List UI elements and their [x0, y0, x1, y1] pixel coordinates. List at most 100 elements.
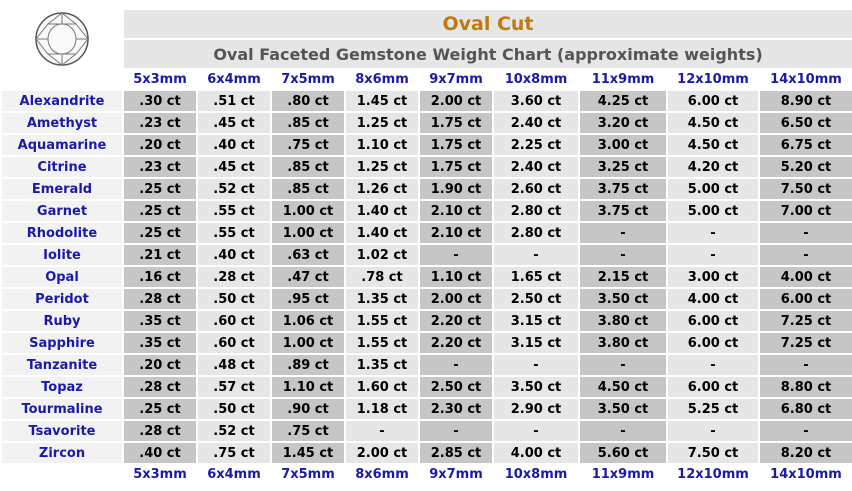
column-footer: 11x9mm	[591, 467, 655, 482]
weight-cell: 1.00 ct	[272, 333, 344, 353]
weight-cell: 2.10 ct	[420, 223, 492, 243]
weight-cell: -	[420, 421, 492, 441]
weight-cell: 4.50 ct	[668, 135, 758, 155]
column-footer: 12x10mm	[677, 467, 749, 482]
weight-cell: 2.25 ct	[494, 135, 578, 155]
weight-cell: -	[668, 355, 758, 375]
weight-cell: 6.75 ct	[760, 135, 852, 155]
weight-cell: -	[346, 421, 418, 441]
weight-cell: .51 ct	[198, 91, 270, 111]
weight-cell: .45 ct	[198, 113, 270, 133]
column-footer: 5x3mm	[133, 467, 187, 482]
column-header: 6x4mm	[207, 72, 261, 87]
weight-cell: -	[580, 223, 666, 243]
weight-cell: 6.00 ct	[668, 333, 758, 353]
gem-name: Tsavorite	[2, 421, 122, 441]
weight-cell: 5.00 ct	[668, 201, 758, 221]
weight-cell: 4.00 ct	[760, 267, 852, 287]
column-header: 8x6mm	[355, 72, 409, 87]
weight-cell: 1.65 ct	[494, 267, 578, 287]
subtitle: Oval Faceted Gemstone Weight Chart (appr…	[124, 40, 852, 68]
weight-cell: 2.85 ct	[420, 443, 492, 463]
weight-cell: -	[580, 355, 666, 375]
weight-cell: .50 ct	[198, 289, 270, 309]
weight-cell: 7.25 ct	[760, 333, 852, 353]
weight-cell: .90 ct	[272, 399, 344, 419]
weight-cell: 3.75 ct	[580, 179, 666, 199]
weight-cell: .35 ct	[124, 311, 196, 331]
column-footer: 9x7mm	[429, 467, 483, 482]
weight-cell: .85 ct	[272, 113, 344, 133]
weight-cell: -	[760, 223, 852, 243]
weight-cell: 1.35 ct	[346, 355, 418, 375]
weight-cell: 1.10 ct	[346, 135, 418, 155]
weight-cell: .40 ct	[198, 135, 270, 155]
weight-cell: .28 ct	[124, 377, 196, 397]
weight-cell: .80 ct	[272, 91, 344, 111]
gem-name: Garnet	[2, 201, 122, 221]
weight-cell: 3.50 ct	[580, 399, 666, 419]
weight-cell: 2.90 ct	[494, 399, 578, 419]
weight-cell: 3.20 ct	[580, 113, 666, 133]
weight-cell: 6.00 ct	[760, 289, 852, 309]
weight-cell: .57 ct	[198, 377, 270, 397]
weight-cell: .63 ct	[272, 245, 344, 265]
weight-cell: -	[580, 421, 666, 441]
weight-cell: .25 ct	[124, 399, 196, 419]
weight-cell: 2.10 ct	[420, 201, 492, 221]
weight-cell: 5.60 ct	[580, 443, 666, 463]
column-footer: 14x10mm	[770, 467, 842, 482]
weight-cell: 4.20 ct	[668, 157, 758, 177]
weight-cell: 1.90 ct	[420, 179, 492, 199]
weight-cell: .28 ct	[198, 267, 270, 287]
weight-cell: 5.20 ct	[760, 157, 852, 177]
gem-name: Tourmaline	[2, 399, 122, 419]
weight-cell: 7.00 ct	[760, 201, 852, 221]
weight-cell: 1.45 ct	[272, 443, 344, 463]
column-header: 10x8mm	[504, 72, 568, 87]
weight-cell: 1.25 ct	[346, 157, 418, 177]
column-footer: 6x4mm	[207, 467, 261, 482]
weight-cell: .85 ct	[272, 157, 344, 177]
weight-cell: .85 ct	[272, 179, 344, 199]
weight-cell: 6.00 ct	[668, 377, 758, 397]
weight-cell: 1.75 ct	[420, 135, 492, 155]
weight-cell: .48 ct	[198, 355, 270, 375]
weight-cell: 1.10 ct	[420, 267, 492, 287]
weight-cell: 3.60 ct	[494, 91, 578, 111]
weight-cell: 2.00 ct	[346, 443, 418, 463]
weight-cell: 1.25 ct	[346, 113, 418, 133]
weight-cell: -	[494, 355, 578, 375]
weight-cell: .47 ct	[272, 267, 344, 287]
weight-cell: 1.55 ct	[346, 311, 418, 331]
weight-cell: 1.60 ct	[346, 377, 418, 397]
column-header: 14x10mm	[770, 72, 842, 87]
weight-cell: 1.75 ct	[420, 113, 492, 133]
weight-cell: .25 ct	[124, 201, 196, 221]
weight-cell: -	[580, 245, 666, 265]
weight-cell: 2.20 ct	[420, 333, 492, 353]
column-footer: 8x6mm	[355, 467, 409, 482]
weight-cell: .25 ct	[124, 179, 196, 199]
weight-cell: .75 ct	[198, 443, 270, 463]
gem-name: Ruby	[2, 311, 122, 331]
gem-name: Peridot	[2, 289, 122, 309]
gem-name: Zircon	[2, 443, 122, 463]
gem-name: Tanzanite	[2, 355, 122, 375]
weight-cell: 2.80 ct	[494, 201, 578, 221]
weight-cell: 1.00 ct	[272, 201, 344, 221]
weight-cell: 2.15 ct	[580, 267, 666, 287]
weight-cell: 3.80 ct	[580, 311, 666, 331]
weight-cell: .30 ct	[124, 91, 196, 111]
weight-cell: .35 ct	[124, 333, 196, 353]
weight-cell: .23 ct	[124, 157, 196, 177]
column-header: 9x7mm	[429, 72, 483, 87]
gem-name: Emerald	[2, 179, 122, 199]
weight-cell: 6.00 ct	[668, 91, 758, 111]
weight-cell: 1.40 ct	[346, 223, 418, 243]
weight-cell: -	[760, 245, 852, 265]
weight-cell: 1.06 ct	[272, 311, 344, 331]
weight-cell: 4.00 ct	[668, 289, 758, 309]
weight-cell: .55 ct	[198, 201, 270, 221]
